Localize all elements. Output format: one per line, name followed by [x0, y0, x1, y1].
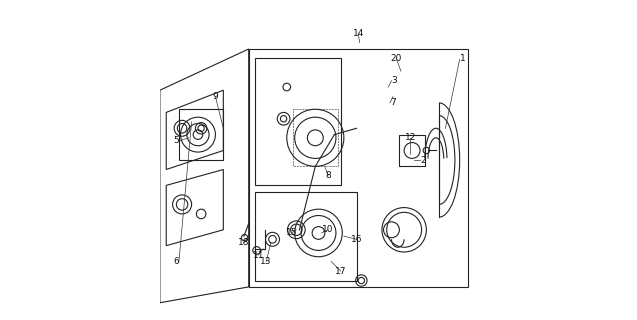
Text: 1: 1: [460, 54, 466, 63]
Text: 16: 16: [351, 235, 362, 244]
Text: 5: 5: [173, 136, 179, 146]
Text: 2: 2: [420, 156, 426, 164]
Text: 7: 7: [390, 99, 396, 108]
Text: 13: 13: [261, 257, 272, 266]
Text: 18: 18: [238, 238, 250, 247]
Text: 6: 6: [173, 257, 179, 266]
Text: 11: 11: [252, 251, 264, 260]
Text: 20: 20: [390, 54, 402, 63]
Text: 14: 14: [352, 28, 364, 38]
Text: 3: 3: [392, 76, 397, 85]
Text: 15: 15: [286, 228, 297, 237]
Text: 17: 17: [335, 267, 347, 276]
Text: 12: 12: [404, 133, 416, 142]
Text: 10: 10: [322, 225, 334, 234]
Text: 9: 9: [213, 92, 218, 101]
Text: 8: 8: [325, 172, 331, 180]
